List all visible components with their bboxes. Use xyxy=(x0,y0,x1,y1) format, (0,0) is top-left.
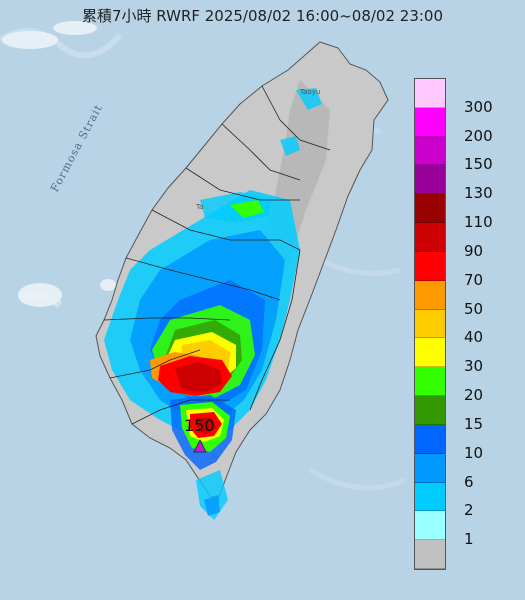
legend-swatch xyxy=(415,136,445,166)
legend-swatch xyxy=(415,223,445,252)
legend-swatch xyxy=(415,540,445,569)
legend-label: 110 xyxy=(464,213,493,232)
legend-swatch xyxy=(415,482,445,512)
map-title: 累積7小時 RWRF 2025/08/02 16:00~08/02 23:00 xyxy=(81,7,444,25)
clouds xyxy=(2,21,116,307)
legend-swatch xyxy=(415,396,445,425)
legend-swatch xyxy=(415,367,445,397)
legend-swatch xyxy=(415,453,445,483)
legend-swatch xyxy=(415,79,445,108)
legend-label: 40 xyxy=(464,328,484,347)
legend-label: 1 xyxy=(464,530,474,549)
legend-swatch xyxy=(415,309,445,339)
legend-swatch xyxy=(415,107,445,137)
legend-label: 6 xyxy=(464,472,474,491)
max-rain-marker xyxy=(193,439,207,453)
legend-label: 10 xyxy=(464,443,484,462)
rainfall-overlay xyxy=(104,88,322,520)
legend-label: 130 xyxy=(464,184,493,203)
legend-label: 300 xyxy=(464,97,493,116)
legend-swatch xyxy=(415,165,445,195)
legend-swatch xyxy=(415,194,445,224)
rainfall-legend xyxy=(414,78,446,570)
max-rain-value: 150 xyxy=(184,416,215,435)
legend-swatch xyxy=(415,280,445,310)
legend-label: 20 xyxy=(464,386,484,405)
legend-label: 2 xyxy=(464,501,474,520)
legend-label: 70 xyxy=(464,270,484,289)
legend-label: 150 xyxy=(464,155,493,174)
legend-swatch xyxy=(415,511,445,541)
place-label-taoyu: Taoyu xyxy=(300,88,321,96)
legend-label: 50 xyxy=(464,299,484,318)
legend-swatch xyxy=(415,251,445,281)
legend-swatch xyxy=(415,338,445,368)
legend-label: 15 xyxy=(464,414,484,433)
legend-swatch xyxy=(415,424,445,454)
legend-label: 90 xyxy=(464,241,484,260)
legend-label: 30 xyxy=(464,357,484,376)
county-borders xyxy=(103,85,331,425)
place-label-ta: Ta xyxy=(196,203,204,211)
legend-label: 200 xyxy=(464,126,493,145)
